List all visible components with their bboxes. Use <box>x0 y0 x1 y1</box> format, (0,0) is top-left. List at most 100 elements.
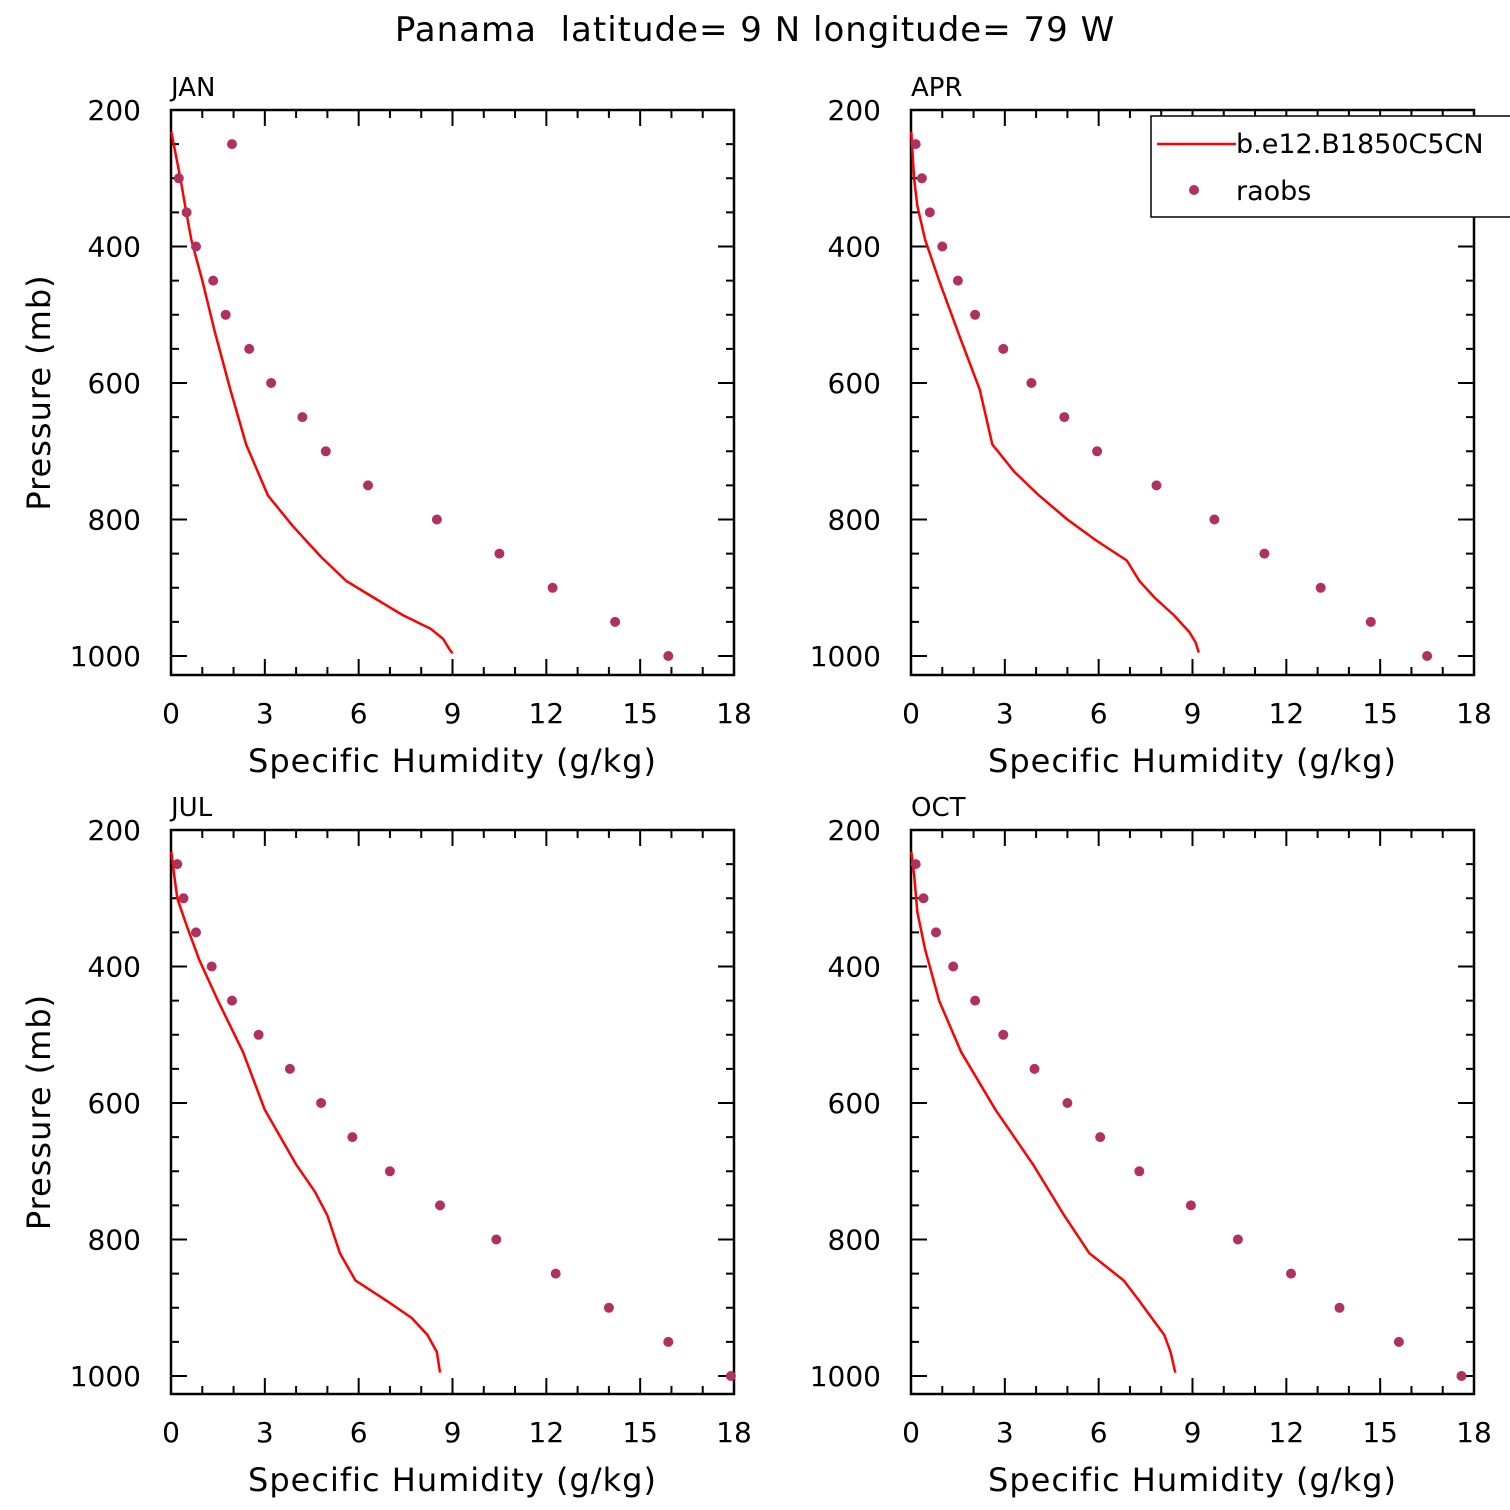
obs-point <box>347 1132 358 1143</box>
obs-point <box>284 1063 295 1074</box>
obs-point <box>191 927 201 938</box>
obs-point <box>1026 378 1037 388</box>
y-tick-label: 1000 <box>810 1360 881 1393</box>
plot-frame <box>169 828 736 1396</box>
model-line <box>170 851 442 1373</box>
obs-point <box>937 241 948 252</box>
x-tick-label: 9 <box>444 1416 462 1449</box>
obs-point <box>191 241 201 252</box>
obs-point <box>173 173 184 184</box>
x-tick-label: 0 <box>902 1416 920 1449</box>
obs-point <box>550 1268 561 1279</box>
y-tick-label: 400 <box>88 231 141 264</box>
plot-frame <box>909 828 1476 1396</box>
obs-point <box>244 343 255 354</box>
obs-point <box>363 480 373 491</box>
x-tick-label: 0 <box>162 1416 180 1449</box>
x-tick-label: 15 <box>622 697 658 730</box>
model-line <box>170 131 454 655</box>
x-tick-label: 0 <box>902 697 920 730</box>
y-tick-label: 800 <box>88 1224 141 1257</box>
obs-point <box>1151 480 1162 491</box>
panel-oct: OCT 0 3 6 9 12 15 18 200 400 600 800 1000 Specific Hu… <box>810 793 1492 1499</box>
x-tick-label: 3 <box>996 697 1014 730</box>
main-title: Panama latitude= 9 N longitude= 79 W <box>394 10 1116 50</box>
legend-box <box>1150 115 1510 218</box>
x-tick-label: 9 <box>444 697 462 730</box>
x-tick-label: 3 <box>256 697 274 730</box>
model-line <box>910 131 1200 653</box>
obs-point <box>227 139 237 150</box>
y-tick-label: 1000 <box>70 1360 141 1393</box>
y-tick-label: 200 <box>828 814 881 847</box>
obs-point <box>1209 514 1220 525</box>
panel-jul: JUL 0 3 6 9 12 15 18 200 400 600 800 1000 Specific Hu… <box>20 793 752 1499</box>
x-tick-label: 3 <box>996 1416 1014 1449</box>
obs-point <box>297 412 308 423</box>
obs-point <box>227 995 237 1006</box>
obs-point <box>1062 1098 1073 1108</box>
obs-point <box>208 275 219 286</box>
obs-point <box>1134 1166 1145 1177</box>
obs-point <box>1092 446 1103 457</box>
obs-point <box>547 582 558 593</box>
panel-jan: JAN 0 3 6 9 12 15 18 200 400 600 800 1000 Specific Hu… <box>20 73 752 780</box>
x-axis-label: Specific Humidity (g/kg) <box>988 742 1397 780</box>
y-tick-label: 200 <box>88 94 141 127</box>
obs-point <box>1422 651 1433 661</box>
obs-point <box>910 859 921 870</box>
y-tick-label: 600 <box>828 1087 881 1120</box>
legend-obs-label: raobs <box>1236 176 1311 207</box>
model-line <box>910 851 1177 1373</box>
x-axis-label: Specific Humidity (g/kg) <box>248 1461 657 1499</box>
x-tick-label: 6 <box>350 1416 368 1449</box>
legend: b.e12.B1850C5CN raobs <box>1150 115 1510 218</box>
legend-model-label: b.e12.B1850C5CN <box>1236 129 1484 160</box>
obs-point <box>970 995 981 1006</box>
obs-point <box>663 651 674 661</box>
obs-point <box>1334 1302 1345 1313</box>
x-tick-label: 6 <box>1090 1416 1108 1449</box>
obs-point <box>952 275 963 286</box>
y-axis-label: Pressure (mb) <box>20 994 58 1230</box>
y-tick-label: 400 <box>88 951 141 984</box>
y-axis-label: Pressure (mb) <box>20 274 58 510</box>
obs-point <box>494 548 505 559</box>
x-tick-label: 6 <box>1090 697 1108 730</box>
x-tick-label: 15 <box>1362 697 1398 730</box>
obs-point <box>178 893 189 904</box>
obs-point <box>253 1029 264 1040</box>
panel-label: OCT <box>911 793 966 823</box>
obs-point <box>172 859 183 870</box>
x-tick-label: 18 <box>1456 697 1492 730</box>
x-tick-label: 3 <box>256 1416 274 1449</box>
obs-point <box>948 961 959 972</box>
obs-point <box>431 514 442 525</box>
obs-point <box>1286 1268 1296 1279</box>
x-tick-label: 12 <box>529 697 565 730</box>
obs-point <box>1185 1200 1196 1211</box>
obs-point <box>1259 548 1270 559</box>
x-tick-label: 15 <box>1362 1416 1398 1449</box>
obs-point <box>266 378 277 388</box>
obs-point <box>931 927 941 938</box>
obs-point <box>1393 1336 1404 1347</box>
y-tick-label: 600 <box>88 367 141 400</box>
obs-point <box>435 1200 445 1211</box>
y-tick-label: 400 <box>828 231 881 264</box>
obs-point <box>1095 1132 1106 1143</box>
x-axis-label: Specific Humidity (g/kg) <box>988 1461 1397 1499</box>
x-tick-label: 6 <box>350 697 368 730</box>
obs-point <box>916 173 927 184</box>
panel-label: APR <box>911 73 963 103</box>
x-tick-label: 9 <box>1184 697 1202 730</box>
y-tick-label: 800 <box>88 504 141 537</box>
obs-point <box>924 207 935 218</box>
y-tick-label: 1000 <box>810 640 881 673</box>
obs-point <box>998 1029 1009 1040</box>
x-tick-label: 0 <box>162 697 180 730</box>
x-tick-label: 12 <box>529 1416 565 1449</box>
panel-label: JAN <box>169 73 215 103</box>
obs-point <box>1456 1371 1467 1381</box>
